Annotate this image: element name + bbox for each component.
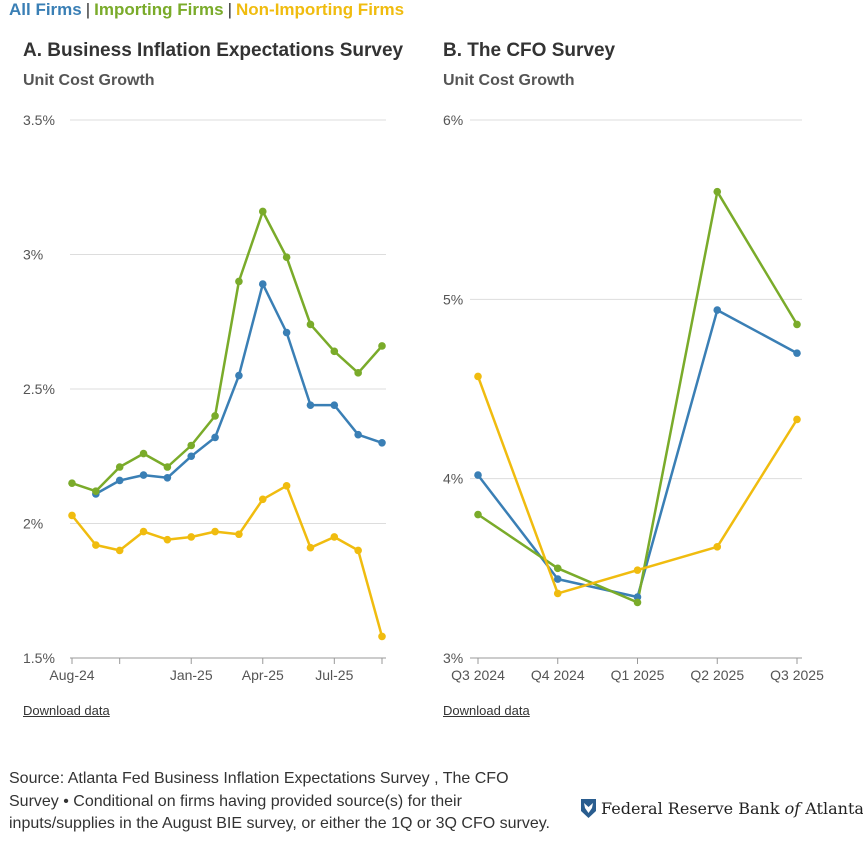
chart-a-point-importing-firms (282, 253, 291, 261)
chart-b-line-importing-firms (477, 190, 799, 604)
chart-b-point-all-firms (633, 593, 642, 601)
chart-b-point-non-importing-firms (553, 589, 562, 598)
chart-a-x-tick-label: Jan-25 (170, 667, 213, 683)
chart-a-x-tick-label: Aug-24 (49, 667, 94, 683)
chart-a-line-importing-firms (71, 210, 383, 493)
chart-a-y-tick-label: 2% (23, 516, 43, 532)
chart-a-download-link[interactable]: Download data (23, 703, 110, 718)
chart-b-point-non-importing-firms (633, 566, 642, 574)
chart-a-point-non-importing-firms (211, 527, 219, 536)
chart-a-y-tick-label: 1.5% (23, 650, 55, 666)
chart-a-x-tick-label: Apr-25 (242, 667, 284, 683)
chart-b: 3% 4% 5% 6% Q3 2024 Q4 2024 Q1 2025 Q2 2025 Q3 2… (443, 112, 824, 683)
chart-b-x-tick-label: Q3 2024 (451, 667, 505, 683)
source-note: Source: Atlanta Fed Business Inflation E… (9, 770, 550, 832)
chart-a-point-importing-firms (163, 463, 172, 471)
chart-b-point-non-importing-firms (713, 543, 722, 551)
chart-a-point-non-importing-firms (282, 482, 291, 490)
logo-text-post: Atlanta (805, 799, 863, 818)
legend-separator: | (227, 0, 232, 19)
chart-b-x-tick-label: Q1 2025 (611, 667, 665, 683)
chart-a-x-tick-label: Jul-25 (315, 667, 353, 683)
chart-b-x-tick-label: Q4 2024 (531, 667, 585, 683)
chart-a-point-non-importing-firms (354, 546, 362, 555)
chart-a-point-importing-firms (92, 487, 100, 496)
chart-a-point-all-firms (306, 401, 315, 409)
chart-b-subtitle: Unit Cost Growth (443, 72, 575, 89)
chart-a-point-non-importing-firms (235, 530, 243, 539)
chart-a-point-non-importing-firms (378, 632, 386, 641)
chart-a-point-non-importing-firms (330, 533, 339, 541)
chart-a-point-non-importing-firms (163, 535, 172, 544)
chart-a: 1.5% 2% 2.5% 3% 3.5% Aug-24 Jan-25 Apr-25 Jul-25 (23, 112, 386, 683)
chart-a-point-non-importing-firms (92, 541, 100, 549)
eagle-shield-icon (581, 799, 596, 818)
chart-a-point-importing-firms (115, 463, 124, 471)
chart-b-point-importing-firms (553, 564, 562, 573)
chart-a-point-importing-firms (306, 320, 315, 329)
chart-b-line-all-firms (477, 308, 798, 599)
chart-a-title: A. Business Inflation Expectations Surve… (23, 40, 404, 61)
chart-b-x-tick-label: Q2 2025 (690, 667, 744, 683)
chart-a-point-importing-firms (139, 449, 148, 458)
chart-b-download-link[interactable]: Download data (443, 703, 530, 718)
chart-a-y-tick-label: 3.5% (23, 112, 55, 128)
chart-a-point-all-firms (235, 371, 243, 380)
chart-a-point-importing-firms (187, 441, 196, 450)
chart-b-line-non-importing-firms (476, 375, 799, 595)
chart-b-point-importing-firms (633, 598, 642, 607)
legend-separator: | (85, 0, 91, 19)
chart-a-subtitle: Unit Cost Growth (23, 72, 155, 89)
chart-a-y-tick-label: 2.5% (23, 381, 55, 397)
chart-a-point-non-importing-firms (115, 546, 124, 555)
chart-a-point-all-firms (378, 439, 386, 447)
chart-b-point-non-importing-firms (793, 415, 801, 424)
chart-b-point-all-firms (793, 349, 801, 357)
chart-a-point-all-firms (211, 433, 219, 442)
chart-a-point-importing-firms (258, 207, 267, 216)
fed-logo: Federal Reserve Bank of Atlanta (581, 799, 863, 818)
chart-a-point-importing-firms (211, 412, 219, 420)
chart-a-point-importing-firms (235, 277, 243, 286)
legend-non-importing-firms[interactable]: Non-Importing Firms (236, 0, 405, 19)
chart-b-y-tick-label: 3% (443, 650, 463, 666)
chart-a-y-tick-label: 3% (23, 247, 43, 263)
chart-a-point-importing-firms (378, 342, 386, 350)
chart-b-y-tick-label: 4% (443, 471, 463, 487)
chart-a-point-all-firms (282, 328, 291, 337)
chart-b-point-all-firms (474, 471, 482, 479)
chart-a-point-all-firms (258, 280, 267, 288)
legend-importing-firms[interactable]: Importing Firms (94, 0, 224, 19)
chart-b-x-tick-label: Q3 2025 (770, 667, 824, 683)
chart-b-point-importing-firms (474, 510, 482, 519)
chart-a-point-all-firms (187, 452, 196, 461)
chart-a-point-non-importing-firms (139, 527, 148, 536)
chart-b-point-importing-firms (713, 187, 722, 196)
chart-b-point-all-firms (553, 575, 562, 583)
chart-b-y-tick-label: 5% (443, 291, 463, 307)
chart-a-point-importing-firms (330, 347, 339, 356)
chart-a-point-all-firms (139, 471, 148, 479)
legend-all-firms[interactable]: All Firms (9, 0, 82, 19)
chart-a-point-all-firms (330, 401, 339, 409)
chart-b-y-tick-label: 6% (443, 112, 463, 128)
chart-a-point-all-firms (163, 473, 172, 482)
chart-b-point-non-importing-firms (474, 372, 482, 381)
chart-a-line-non-importing-firms (71, 484, 384, 637)
chart-b-title: B. The CFO Survey (443, 40, 616, 61)
chart-a-point-all-firms (115, 476, 124, 485)
chart-a-point-non-importing-firms (187, 533, 196, 541)
chart-a-point-non-importing-firms (68, 511, 76, 520)
chart-a-point-non-importing-firms (258, 495, 267, 504)
logo-text-of: of (784, 799, 801, 818)
legend: All Firms | Importing Firms | Non-Importing … (9, 0, 404, 20)
chart-a-point-all-firms (354, 430, 362, 439)
chart-a-point-non-importing-firms (306, 543, 315, 552)
chart-a-point-importing-firms (68, 479, 76, 487)
chart-a-point-importing-firms (354, 369, 362, 377)
chart-b-point-importing-firms (793, 320, 801, 329)
chart-b-point-all-firms (713, 306, 722, 314)
logo-text-pre: Federal Reserve Bank (601, 799, 780, 818)
